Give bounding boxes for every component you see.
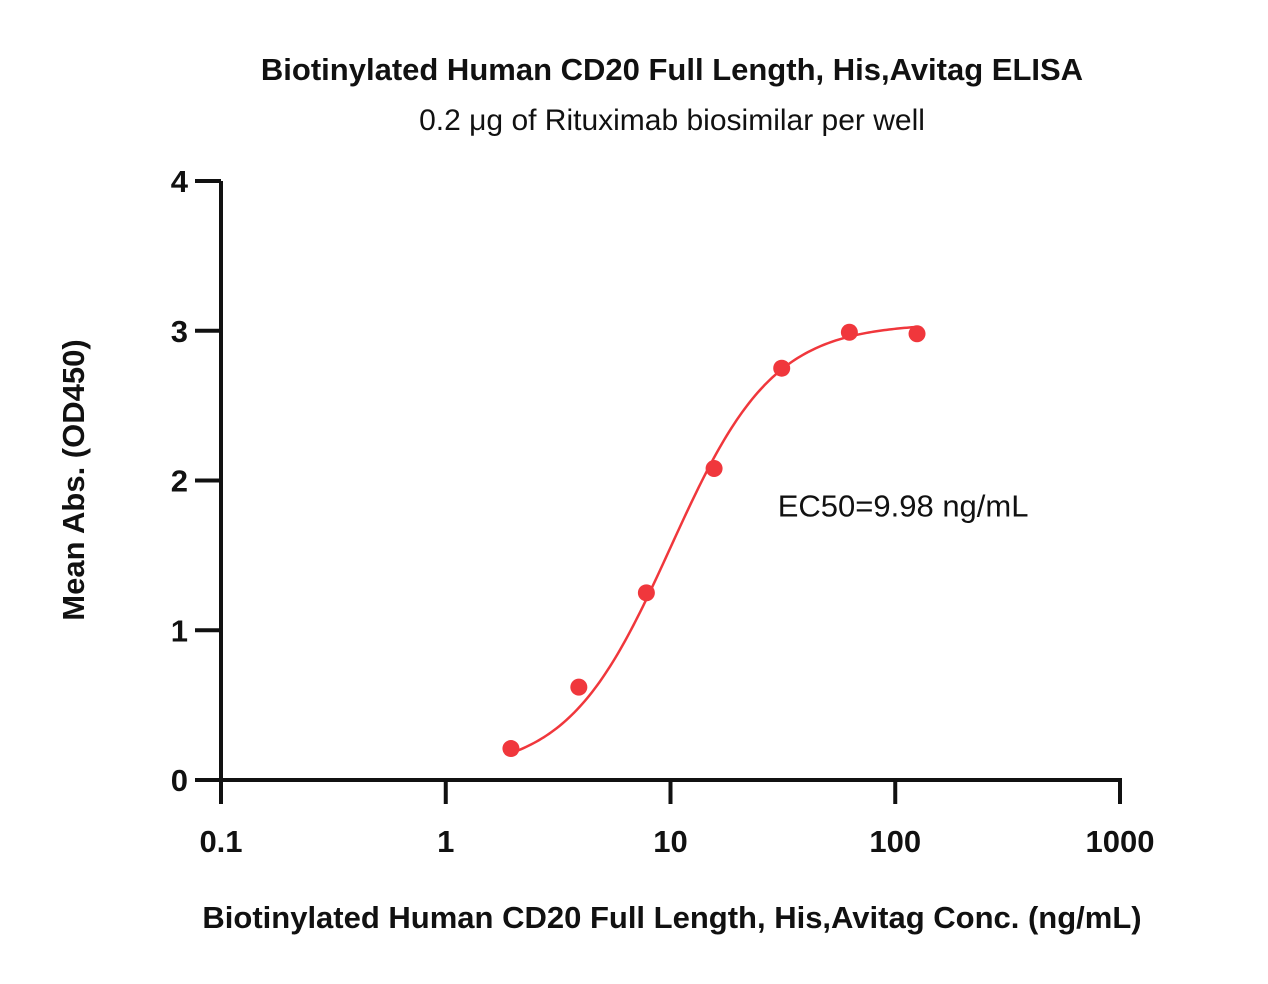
data-point	[840, 323, 858, 341]
x-tick-label: 100	[869, 824, 921, 859]
x-axis-title: Biotinylated Human CD20 Full Length, His…	[202, 900, 1141, 935]
ec50-annotation: EC50=9.98 ng/mL	[778, 488, 1029, 523]
y-tick-label: 1	[171, 613, 188, 648]
chart-title: Biotinylated Human CD20 Full Length, His…	[261, 52, 1083, 87]
plot-area: 0 1 2 3 4 0.1 1 10 100 1000 EC50=9.98 ng/mL	[171, 164, 1155, 859]
y-tick-label: 3	[171, 314, 188, 349]
x-tick-label: 1	[437, 824, 454, 859]
x-tick-label: 10	[653, 824, 687, 859]
data-point	[570, 678, 588, 696]
data-point	[908, 325, 926, 343]
chart-subtitle: 0.2 μg of Rituximab biosimilar per well	[419, 104, 925, 137]
data-point	[773, 359, 791, 377]
data-point	[637, 584, 655, 602]
y-tick-label: 4	[171, 164, 189, 199]
y-axis-title: Mean Abs. (OD450)	[56, 339, 91, 620]
y-tick-label: 2	[171, 464, 188, 499]
data-point	[502, 740, 520, 758]
x-tick-label: 1000	[1086, 824, 1155, 859]
data-point	[705, 460, 723, 478]
x-tick-label: 0.1	[199, 824, 242, 859]
y-tick-label: 0	[171, 763, 188, 798]
